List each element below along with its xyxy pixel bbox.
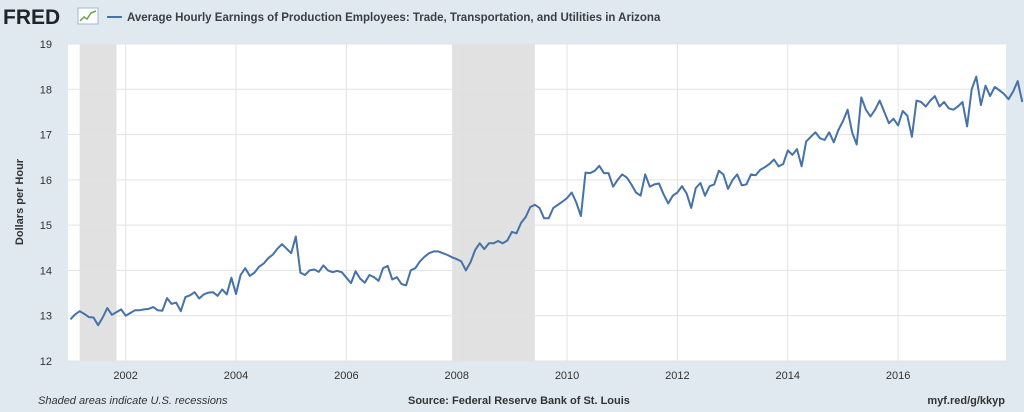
x-tick-label: 2002 bbox=[113, 370, 137, 382]
chart-line-icon bbox=[77, 7, 99, 25]
y-tick-label: 15 bbox=[40, 220, 52, 232]
y-axis-ticks: 12 13 14 15 16 17 18 19 bbox=[40, 39, 52, 368]
recession-bar bbox=[79, 44, 117, 361]
x-tick-label: 2014 bbox=[776, 370, 800, 382]
y-axis-label: Dollars per Hour bbox=[14, 158, 26, 245]
y-tick-label: 16 bbox=[40, 175, 52, 187]
legend-title: Average Hourly Earnings of Production Em… bbox=[127, 12, 661, 24]
y-tick-label: 19 bbox=[40, 39, 52, 51]
y-tick-label: 18 bbox=[40, 84, 52, 96]
y-tick-label: 12 bbox=[40, 356, 52, 368]
fred-logo[interactable]: FRED bbox=[3, 6, 99, 29]
series-line bbox=[69, 75, 1024, 327]
recession-note: Shaded areas indicate U.S. recessions bbox=[38, 395, 228, 407]
logo-text: FRED bbox=[3, 6, 60, 29]
y-tick-label: 17 bbox=[40, 130, 52, 142]
x-axis-ticks: 2002 2004 2006 2008 2010 2012 2014 2016 bbox=[113, 370, 910, 382]
grid-lines bbox=[68, 43, 1006, 362]
y-tick-label: 13 bbox=[40, 311, 52, 323]
x-tick-label: 2008 bbox=[444, 370, 468, 382]
y-tick-label: 14 bbox=[40, 265, 52, 277]
recession-bar bbox=[452, 44, 535, 361]
recession-shading bbox=[79, 44, 535, 361]
short-link[interactable]: myf.red/g/kkyp bbox=[927, 395, 1005, 407]
x-tick-label: 2016 bbox=[886, 370, 910, 382]
plot-background bbox=[68, 44, 1006, 361]
x-tick-label: 2012 bbox=[665, 370, 689, 382]
source-text: Source: Federal Reserve Bank of St. Loui… bbox=[408, 395, 630, 407]
x-tick-label: 2010 bbox=[555, 370, 579, 382]
x-tick-label: 2006 bbox=[334, 370, 358, 382]
x-tick-label: 2004 bbox=[224, 370, 248, 382]
